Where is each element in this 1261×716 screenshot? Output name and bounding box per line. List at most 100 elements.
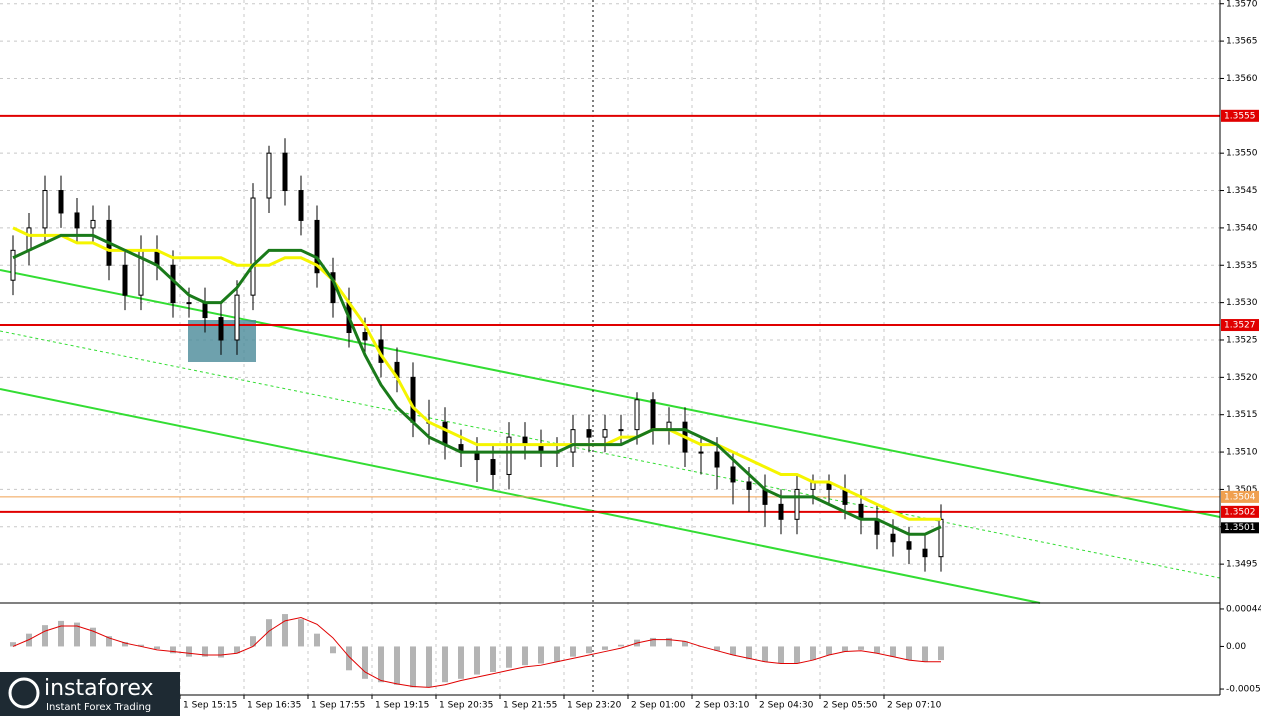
candle-body xyxy=(122,264,128,296)
candle-body xyxy=(634,399,640,431)
macd-bar xyxy=(474,646,480,675)
level-label: 1.3527 xyxy=(1224,321,1256,331)
candle-body xyxy=(250,197,256,296)
y-tick-label: 1.3550 xyxy=(1226,149,1258,159)
macd-bar xyxy=(506,646,512,668)
macd-bar xyxy=(170,646,176,654)
moving-average xyxy=(12,226,941,521)
y-tick-label: 1.3520 xyxy=(1226,373,1258,383)
level-tag xyxy=(1221,505,1259,518)
x-tick-label: 2 Sep 07:10 xyxy=(887,701,942,711)
candle-body xyxy=(698,451,704,454)
marks xyxy=(0,114,1220,688)
x-tick-label: 1 Sep 21:55 xyxy=(503,701,557,711)
macd-bar xyxy=(346,646,352,671)
level-label: 1.3502 xyxy=(1224,507,1256,517)
candle-body xyxy=(282,152,288,192)
macd-bar xyxy=(730,646,736,655)
macd-bar xyxy=(714,646,720,651)
y-tick-label: 1.3510 xyxy=(1226,448,1258,458)
macd-bar xyxy=(426,646,432,688)
macd-bar xyxy=(746,646,752,660)
candle-body xyxy=(410,376,416,423)
macd-bar xyxy=(762,646,768,662)
y-tick-label: 1.3540 xyxy=(1226,223,1258,233)
candle-body xyxy=(730,466,736,483)
candle-body xyxy=(746,481,752,490)
candle-body xyxy=(362,332,368,341)
candle-body xyxy=(794,488,800,520)
macd-bar xyxy=(74,622,80,647)
macd-bar xyxy=(218,646,224,658)
macd-bar xyxy=(858,646,864,650)
x-tick-label: 1 Sep 17:55 xyxy=(311,701,365,711)
macd-bar xyxy=(234,646,240,654)
x-tick-label: 2 Sep 01:00 xyxy=(631,701,686,711)
candle-body xyxy=(602,429,608,438)
macd-bar xyxy=(90,627,96,647)
axis: 1.34951.35001.35051.35101.35151.35201.35… xyxy=(179,0,1261,711)
macd-bar xyxy=(906,646,912,661)
y-tick-label: 1.3515 xyxy=(1226,410,1258,420)
macd-bar xyxy=(650,637,656,647)
level-tag xyxy=(1221,490,1259,503)
x-tick-label: 2 Sep 04:30 xyxy=(759,701,814,711)
macd-bar xyxy=(378,646,384,683)
macd-bar xyxy=(106,636,112,647)
macd-bar xyxy=(154,646,160,649)
macd-bar xyxy=(394,646,400,685)
candle-body xyxy=(938,518,944,558)
candle-body xyxy=(586,429,592,438)
candle-body xyxy=(314,219,320,274)
macd-bar xyxy=(666,637,672,647)
y-tick-label: 1.3545 xyxy=(1226,186,1258,196)
macd-bar xyxy=(778,646,784,664)
x-tick-label: 1 Sep 19:15 xyxy=(375,701,429,711)
macd-bar xyxy=(42,625,48,647)
candle-body xyxy=(890,533,896,543)
y-tick-label: 1.3525 xyxy=(1226,335,1258,345)
y-tick-label: 1.3535 xyxy=(1226,261,1258,271)
channel-lower xyxy=(0,388,1041,604)
macd-bar xyxy=(682,641,688,647)
macd-bar xyxy=(266,619,272,647)
candle-body xyxy=(218,317,224,341)
macd-tick-label: 0.00044 xyxy=(1226,604,1261,614)
macd-bar xyxy=(298,619,304,647)
macd-bar xyxy=(602,646,608,650)
y-tick-label: 1.3565 xyxy=(1226,37,1258,47)
y-tick-label: 1.3530 xyxy=(1226,298,1258,308)
y-tick-label: 1.3560 xyxy=(1226,74,1258,84)
candle-body xyxy=(442,421,448,446)
macd-bar xyxy=(842,646,848,652)
level-tag xyxy=(1221,319,1259,332)
candle-body xyxy=(74,212,80,229)
macd-bar xyxy=(330,646,336,654)
candle-body xyxy=(202,302,208,319)
candle-body xyxy=(922,548,928,558)
candle-body xyxy=(42,190,48,229)
macd-bar xyxy=(58,620,64,647)
x-tick-label: 1 Sep 16:35 xyxy=(247,701,301,711)
candle-body xyxy=(714,451,720,468)
logo-tagline: Instant Forex Trading xyxy=(46,702,151,713)
candle-body xyxy=(170,264,176,304)
macd-bar xyxy=(202,646,208,657)
candle-body xyxy=(266,152,272,199)
macd-bar xyxy=(618,644,624,647)
macd-bar xyxy=(282,614,288,647)
level-label: 1.3504 xyxy=(1224,492,1256,502)
x-tick-label: 1 Sep 15:15 xyxy=(183,701,237,711)
macd-bar xyxy=(826,646,832,655)
macd-bar xyxy=(586,646,592,654)
candle-body xyxy=(778,503,784,520)
x-tick-label: 2 Sep 03:10 xyxy=(695,701,750,711)
macd-bar xyxy=(138,644,144,647)
macd-bar xyxy=(554,646,560,662)
macd-bar xyxy=(458,646,464,679)
macd-bar xyxy=(522,646,528,666)
macd-bar xyxy=(890,646,896,657)
candle-body xyxy=(618,429,624,432)
y-tick-label: 1.3570 xyxy=(1226,0,1258,9)
